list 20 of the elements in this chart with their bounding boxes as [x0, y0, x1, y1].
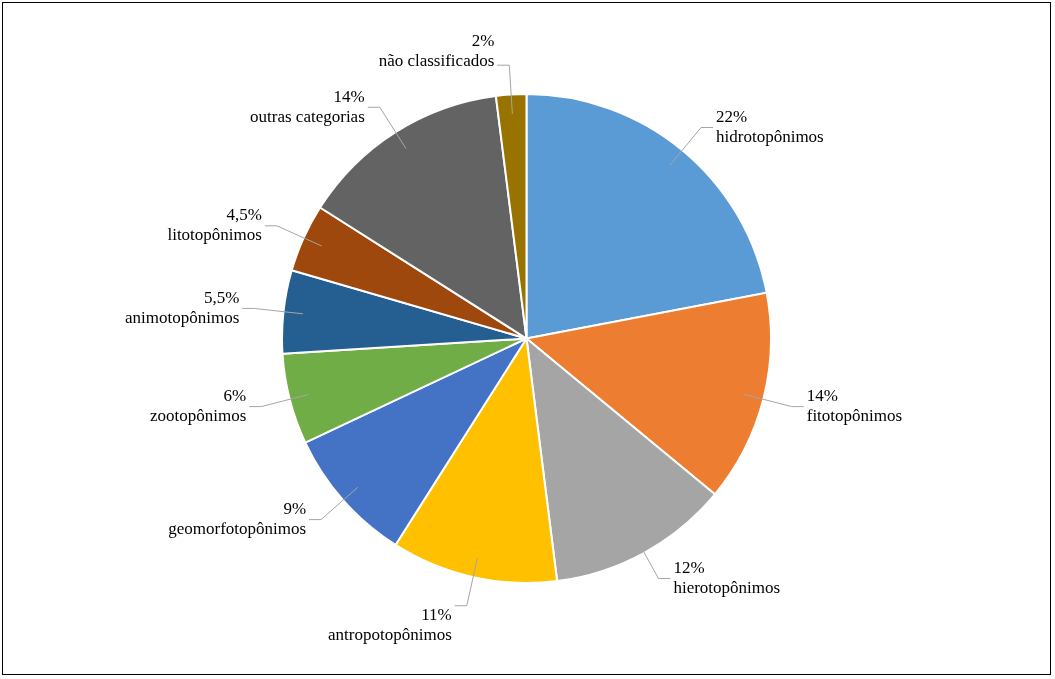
slice-label: geomorfotopônimos [168, 519, 307, 539]
data-label: 12% [673, 557, 705, 577]
slice-label: não classificados [378, 50, 495, 70]
slice-label: hierotopônimos [673, 577, 781, 597]
data-label: 14% [806, 386, 838, 406]
slice-label: antropotopônimos [328, 625, 452, 645]
data-label: 14% [333, 86, 365, 106]
data-label: 9% [283, 499, 307, 519]
slice-label: hidrotopônimos [716, 126, 824, 146]
data-label: 6% [223, 386, 247, 406]
slice-label: litotopônimos [167, 225, 262, 245]
slice-label: outras categorias [250, 106, 365, 126]
data-label: 2% [471, 30, 495, 50]
data-label: 11% [421, 605, 452, 625]
data-label: 4,5% [226, 205, 262, 225]
data-label: 22% [716, 106, 748, 126]
slice-label: animotopônimos [125, 307, 240, 327]
slice-label: fitotopônimos [806, 406, 903, 426]
slice-label: zootopônimos [149, 406, 247, 426]
data-label: 5,5% [203, 287, 240, 307]
